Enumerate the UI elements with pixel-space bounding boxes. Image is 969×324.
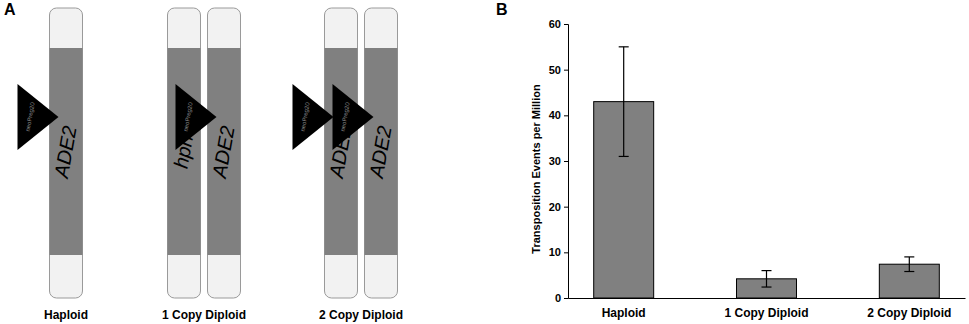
y-tick-label: 0 <box>555 292 561 304</box>
y-tick: 40 <box>549 109 568 121</box>
chromosome-body <box>50 8 83 298</box>
chromosome-region <box>50 48 83 255</box>
error-cap <box>762 270 772 271</box>
y-tick: 60 <box>549 18 568 30</box>
y-tick: 20 <box>549 201 568 213</box>
x-tick: 1 Copy Diploid <box>725 298 809 320</box>
chromosome-region <box>168 48 201 255</box>
insert-label: neoPreg20 <box>300 101 311 132</box>
error-bar <box>619 47 629 157</box>
error-cap <box>904 256 914 257</box>
chromosome-region <box>365 48 398 255</box>
x-tick-label: 1 Copy Diploid <box>725 306 809 320</box>
figure: ABneoPreg20ADE2HaploidhphneoPreg20ADE21 … <box>0 0 969 324</box>
strain-label: Haploid <box>44 308 88 322</box>
error-cap <box>904 271 914 272</box>
y-tick-label: 10 <box>549 246 561 258</box>
y-tick-mark <box>564 252 568 253</box>
y-axis-title: Transposition Events per Million <box>530 84 542 254</box>
y-tick-label: 60 <box>549 18 561 30</box>
gene-label: ADE2 <box>50 124 81 180</box>
error-bar <box>904 257 914 272</box>
x-tick: 2 Copy Diploid <box>867 298 951 320</box>
y-tick: 0 <box>555 292 568 304</box>
gene-label: ADE2 <box>208 124 239 180</box>
error-cap <box>619 156 629 157</box>
error-stem <box>909 257 910 272</box>
strain-label: 1 Copy Diploid <box>162 308 246 322</box>
y-tick-mark <box>564 161 568 162</box>
chromosome: neoPreg20 ADE2 <box>333 8 398 298</box>
y-tick-mark <box>564 298 568 299</box>
error-cap <box>762 286 772 287</box>
y-tick: 10 <box>549 246 568 258</box>
insert-label: neoPreg20 <box>340 101 351 132</box>
insert-triangle <box>176 84 217 150</box>
diagram: neoPreg20ADE2HaploidhphneoPreg20ADE21 Co… <box>18 8 404 322</box>
error-stem <box>766 271 767 287</box>
chromosome-body <box>325 8 358 298</box>
y-tick: 30 <box>549 155 568 167</box>
x-tick-label: Haploid <box>602 306 646 320</box>
plot-area <box>594 47 940 298</box>
chromosome-region <box>325 48 358 255</box>
y-tick-mark <box>564 70 568 71</box>
chromosome-region <box>208 48 241 255</box>
y-axis-line <box>564 25 569 299</box>
chromosome-body <box>208 8 241 298</box>
error-bar <box>762 271 772 287</box>
panel-label: A <box>4 1 16 18</box>
y-tick-mark <box>564 207 568 208</box>
insert-triangle <box>293 84 334 150</box>
chromosome: hph <box>168 8 201 298</box>
gene-label: ADE2 <box>365 124 396 180</box>
x-axis: Haploid 1 Copy Diploid 2 Copy Diploid <box>569 298 966 320</box>
chromosome: neoPreg20 ADE2 <box>18 8 83 298</box>
chart: 0 10 20 30 40 50 60 Haploid 1 Copy Diploid 2 Copy… <box>530 18 966 320</box>
error-cap <box>619 46 629 47</box>
insert-label: neoPreg20 <box>183 101 194 132</box>
x-tick: Haploid <box>602 298 646 320</box>
chromosome-body <box>365 8 398 298</box>
chromosome: neoPreg20 ADE2 <box>176 8 241 298</box>
x-axis-line <box>569 298 966 299</box>
insert-triangle <box>18 84 59 150</box>
insert-label: neoPreg20 <box>25 101 36 132</box>
y-tick-label: 30 <box>549 155 561 167</box>
panel-label: B <box>496 1 508 18</box>
insert-triangle <box>333 84 374 150</box>
x-tick-label: 2 Copy Diploid <box>867 306 951 320</box>
y-axis: 0 10 20 30 40 50 60 <box>549 18 569 304</box>
chromosome-body <box>168 8 201 298</box>
error-stem <box>623 47 624 157</box>
chromosome: neoPreg20ADE2 <box>293 8 358 298</box>
y-tick-label: 20 <box>549 201 561 213</box>
strain-label: 2 Copy Diploid <box>319 308 403 322</box>
y-tick-mark <box>564 24 568 25</box>
y-tick-label: 50 <box>549 64 561 76</box>
y-tick-label: 40 <box>549 109 561 121</box>
y-tick-mark <box>564 115 568 116</box>
y-tick: 50 <box>549 64 568 76</box>
